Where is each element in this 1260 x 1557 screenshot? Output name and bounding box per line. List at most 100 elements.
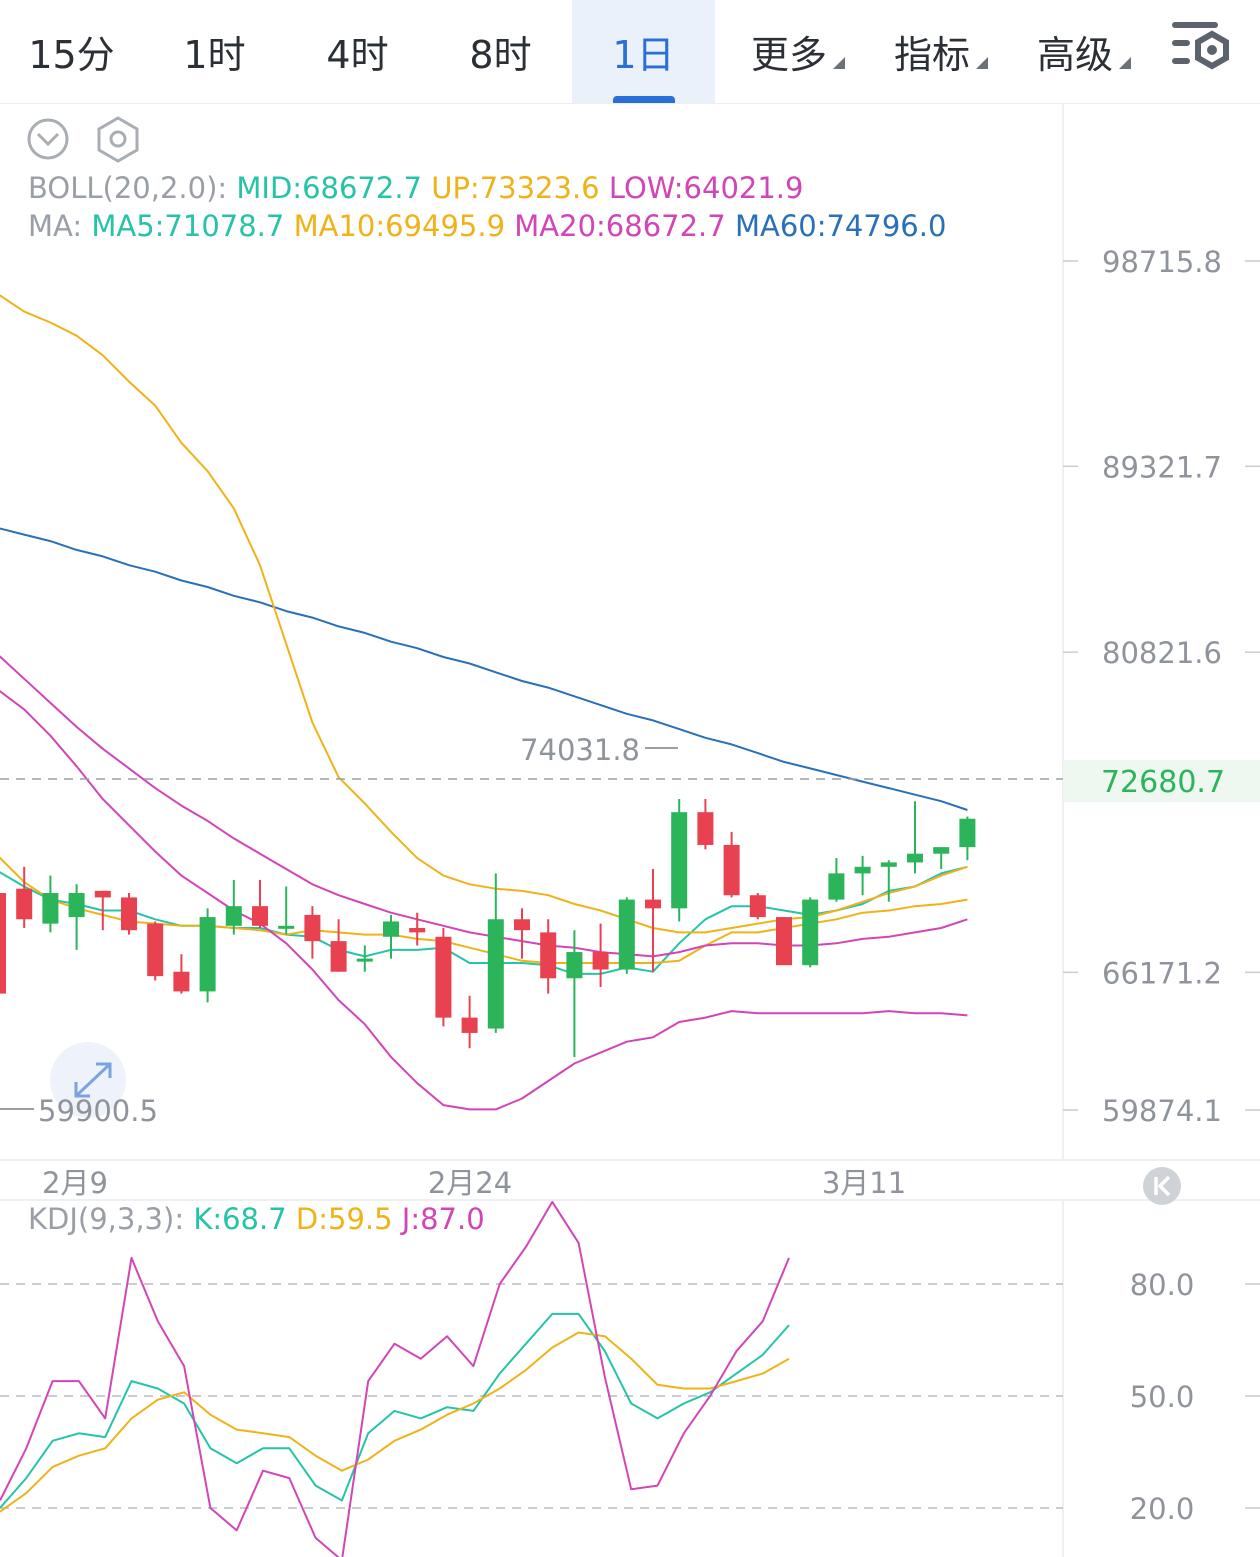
line-ma60	[0, 527, 968, 811]
candle-body	[671, 812, 688, 909]
candle	[252, 879, 268, 929]
candle	[356, 945, 373, 972]
collapse-circle-icon[interactable]	[27, 118, 69, 160]
tab-label: 1时	[183, 33, 246, 77]
candle	[514, 908, 530, 959]
candle-body	[461, 1017, 478, 1033]
candle-body	[147, 923, 164, 977]
chart-settings-icon[interactable]	[1160, 14, 1240, 84]
candle-body	[487, 919, 504, 1029]
candle	[802, 897, 819, 968]
candle-body	[42, 893, 59, 924]
kdj-line-k	[0, 1312, 790, 1509]
candle-body	[933, 847, 950, 854]
dropdown-triangle-icon	[1119, 57, 1131, 69]
settings-hexagon-icon[interactable]	[97, 116, 139, 163]
candle-body	[0, 893, 6, 994]
candle	[697, 799, 714, 850]
candle	[383, 914, 399, 959]
tab-4hour[interactable]: 4时	[286, 0, 429, 103]
kdj-axis-label: 50.0	[1130, 1380, 1195, 1414]
candle-body	[540, 932, 557, 979]
candle	[933, 847, 950, 869]
candle	[278, 886, 295, 935]
candle-body	[252, 906, 268, 926]
candle	[540, 919, 557, 994]
kdj-axis-label: 80.0	[1130, 1268, 1195, 1302]
candle	[461, 995, 478, 1049]
candle	[94, 890, 111, 931]
candle	[409, 912, 426, 946]
candle-body	[959, 818, 976, 848]
candle	[68, 884, 85, 950]
candle	[199, 908, 216, 1003]
tab-label: 更多	[750, 33, 827, 77]
candle-body	[304, 914, 321, 942]
boll-prefix: BOLL(20,2.0):	[28, 171, 228, 205]
indicators-dropdown[interactable]: 指标	[871, 0, 1011, 103]
candle	[959, 816, 976, 861]
candle	[121, 893, 137, 935]
price-axis-label: 98715.8	[1102, 245, 1222, 279]
candle-body	[854, 866, 871, 874]
expand-arrows-icon[interactable]	[50, 1042, 126, 1118]
candle	[435, 928, 452, 1027]
candle	[828, 858, 845, 902]
candle	[330, 919, 347, 972]
kdj-j-value: J:87.0	[401, 1202, 485, 1236]
candle-body	[199, 917, 216, 992]
jump-latest-icon[interactable]	[1143, 1167, 1181, 1205]
candle	[566, 930, 583, 1057]
kdj-axis-label: 20.0	[1130, 1492, 1195, 1526]
dropdown-triangle-icon	[976, 57, 988, 69]
candle-body	[330, 941, 347, 972]
more-periods-dropdown[interactable]: 更多	[728, 0, 868, 103]
price-axis-label: 59874.1	[1102, 1094, 1222, 1128]
candle	[671, 799, 688, 922]
candlestick-chart: 98715.8 89321.7 80821.6 66171.2 59874.1 80.0…	[0, 104, 1260, 1557]
tab-8hour[interactable]: 8时	[429, 0, 572, 103]
min-price-label: 59900.5	[38, 1094, 158, 1128]
candle	[173, 954, 190, 994]
tab-1day[interactable]: 1日	[572, 0, 715, 103]
advanced-dropdown[interactable]: 高级	[1014, 0, 1154, 103]
tab-1hour[interactable]: 1时	[143, 0, 286, 103]
tab-15min[interactable]: 15分	[0, 0, 143, 103]
candle-body	[645, 899, 661, 909]
ma5-value: MA5:71078.7	[91, 209, 285, 243]
candle	[16, 866, 33, 929]
candle	[907, 801, 923, 874]
x-axis-label: 2月9	[42, 1166, 108, 1200]
candle-body	[907, 853, 923, 863]
candle	[880, 860, 897, 902]
candle-body	[225, 906, 242, 926]
ma20-value: MA20:68672.7	[514, 209, 726, 243]
candle-body	[566, 952, 583, 979]
tab-label: 指标	[893, 33, 970, 77]
candle	[147, 921, 164, 981]
price-axis-label: 89321.7	[1102, 450, 1222, 484]
candle-body	[68, 893, 85, 918]
current-price-label: 72680.7	[1101, 765, 1225, 800]
candle	[645, 868, 661, 972]
kdj-line-d	[0, 1331, 790, 1513]
ma10-value: MA10:69495.9	[293, 209, 506, 243]
tab-label: 4时	[326, 33, 389, 77]
candle-body	[409, 928, 426, 933]
candle-body	[173, 971, 190, 992]
tab-label: 8时	[469, 33, 532, 77]
candle	[0, 893, 6, 994]
candle-body	[94, 890, 111, 898]
candle-body	[592, 952, 609, 970]
candle-body	[749, 895, 766, 918]
candle	[304, 906, 321, 959]
tab-label: 15分	[28, 33, 115, 77]
tab-label: 高级	[1036, 33, 1113, 77]
max-price-label: 74031.8	[520, 733, 640, 767]
ma60-value: MA60:74796.0	[734, 209, 947, 243]
x-axis-label: 2月24	[428, 1166, 512, 1200]
x-axis-label: 3月11	[822, 1166, 906, 1200]
price-axis-label: 80821.6	[1102, 636, 1222, 670]
candle-body	[618, 899, 635, 970]
ma-prefix: MA:	[28, 209, 83, 243]
